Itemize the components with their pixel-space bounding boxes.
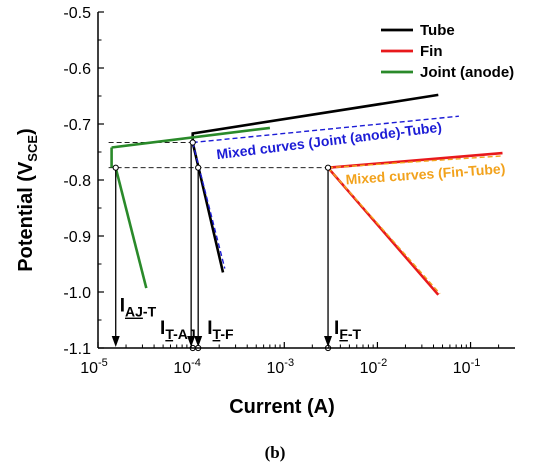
arrow-head-2 [187,336,196,347]
series-mixed-curves-joint-anode-tube-branch-1 [192,115,459,144]
x-tick-label-exponent: -1 [471,357,481,369]
x-axis-title: Current (A) [229,396,335,418]
legend-label-fin: Fin [420,43,443,60]
y-axis-title-close: ) [15,128,37,135]
legend-label-joint-anode: Joint (anode) [420,64,514,81]
intersection-marker-1 [112,164,119,171]
current-label-main: I [120,296,125,317]
arrow-head-3 [194,336,203,347]
intersection-marker-2 [189,139,196,146]
arrow-head-4 [324,336,333,347]
figure-caption: (b) [265,443,286,462]
series-joint-anode-branch-3 [114,167,148,289]
x-tick-label-exponent: -3 [284,357,294,369]
plot-lines-layer [108,93,503,352]
annotations-layer: Mixed curves (Joint (anode)-Tube)Mixed c… [120,119,506,342]
x-tick-label-base: 10 [266,360,284,377]
y-tick-label: -0.9 [63,229,91,246]
current-label-subscript: AJ [125,304,143,320]
x-tick-label-base: 10 [453,360,471,377]
y-axis-title: Potential (VSCE) [15,128,40,271]
axes-layer: -0.5-0.6-0.7-0.8-0.9-1.0-1.110-5 10-4 10-3… [63,5,515,377]
series-fin-branch-1 [327,151,503,169]
intersection-marker-4 [324,164,332,171]
current-label-suffix: -AJ [173,326,196,342]
x-tick-label: 10-2 [360,357,388,377]
x-tick-label-exponent: -2 [377,357,387,369]
current-label-aj-t: IAJ-T [120,296,157,320]
y-tick-label: -0.5 [63,5,91,22]
series-mixed-curves-joint-anode-tube-branch-2 [192,142,226,269]
y-tick-label: -1.0 [63,285,91,302]
y-tick-label: -0.6 [63,61,91,78]
current-label-suffix: -T [348,326,362,342]
series-joint-anode-branch-2 [111,126,271,149]
current-label-suffix: -T [143,304,157,320]
series-mixed-curves-fin-tube-branch-1 [327,155,503,169]
x-tick-label-base: 10 [80,360,98,377]
x-tick-label: 10-5 [80,357,108,377]
y-axis-title-main: Potential (V [15,161,37,272]
current-label-subscript: T [165,326,174,342]
x-tick-label-exponent: -5 [98,357,108,369]
arrow-head-1 [111,336,120,347]
current-label-subscript: F [339,326,348,342]
current-label-f-t: IF-T [334,318,362,342]
current-label-main: I [160,318,165,339]
legend: Tube Fin Joint (anode) [381,22,514,81]
x-tick-label: 10-1 [453,357,481,377]
legend-label-tube: Tube [420,22,455,39]
series-tube-branch-2 [191,142,225,273]
x-tick-label: 10-3 [266,357,294,377]
x-tick-label-base: 10 [360,360,378,377]
series-mixed-curves-fin-tube-branch-2 [327,167,441,295]
current-label-t-f: IT-F [207,318,234,342]
x-tick-label-base: 10 [173,360,191,377]
x-tick-label: 10-4 [173,357,201,377]
y-tick-label: -0.7 [63,117,91,134]
current-label-subscript: T [213,326,222,342]
x-tick-label-exponent: -4 [191,357,201,369]
current-label-t-aj: IT-AJ [160,318,196,342]
y-tick-label: -1.1 [63,341,91,358]
current-label-main: I [334,318,339,339]
y-tick-label: -0.8 [63,173,91,190]
current-label-suffix: -F [220,326,234,342]
y-axis-title-subscript: SCE [25,135,40,162]
current-label-main: I [207,318,212,339]
intersection-marker-3 [195,164,202,171]
